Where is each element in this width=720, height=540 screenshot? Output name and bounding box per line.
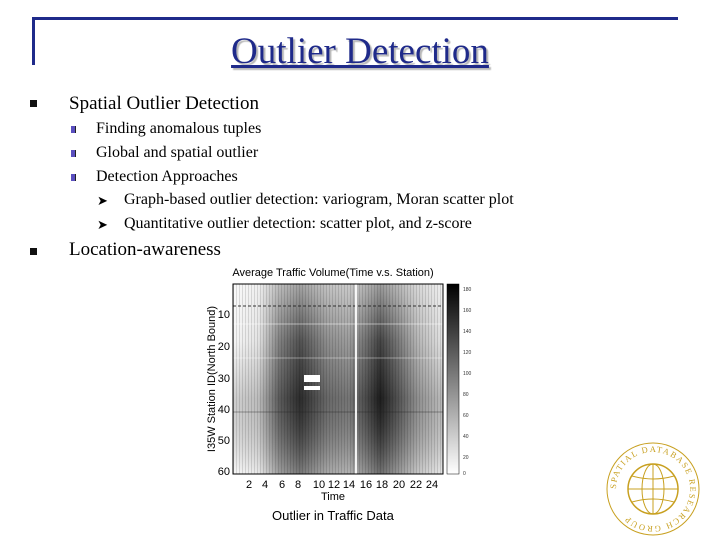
heatmap-plot-area [232,283,444,475]
x-tick-label: 8 [295,479,301,491]
sub-bullet-marker [71,150,76,157]
x-tick-label: 2 [246,479,252,491]
title-frame-top [32,17,678,20]
sub-sub-bullet-text: Quantitative outlier detection: scatter … [124,215,472,232]
x-axis-label: Time [321,491,345,503]
y-tick-label: 10 [218,309,230,321]
sub-bullet-text: Detection Approaches [96,168,238,185]
x-tick-label: 10 [313,479,325,491]
y-tick-label: 30 [218,373,230,385]
y-axis-label: I35W Station ID(North Bound) [206,306,218,452]
x-tick-label: 4 [262,479,268,491]
bullet-text: Spatial Outlier Detection [69,93,259,114]
slide-title: Outlier Detection [231,31,489,72]
colorbar-tick-label: 60 [463,413,469,419]
colorbar-tick-label: 40 [463,434,469,440]
y-tick-label: 40 [218,404,230,416]
bullet-text: Location-awareness [69,239,221,260]
x-tick-label: 6 [279,479,285,491]
arrow-bullet-icon: ➤ [97,193,108,208]
x-tick-label: 18 [376,479,388,491]
colorbar-tick-label: 20 [463,455,469,461]
traffic-heatmap-figure: Average Traffic Volume(Time v.s. Station… [206,267,472,503]
sub-bullet-text: Finding anomalous tuples [96,120,262,137]
colorbar-tick-label: 140 [463,329,472,335]
y-tick-label: 50 [218,435,230,447]
sub-bullet-text: Global and spatial outlier [96,144,259,161]
outlier-marker [304,375,320,382]
x-tick-label: 24 [426,479,438,491]
sub-sub-bullet-text: Graph-based outlier detection: variogram… [124,191,514,208]
sub-bullet-marker [71,174,76,181]
colorbar: 180 160 140 120 100 80 60 40 20 0 [446,283,472,477]
bullet-square [30,100,37,107]
x-tick-label: 22 [410,479,422,491]
title-frame-left [32,17,35,65]
y-tick-label: 60 [218,466,230,478]
colorbar-tick-label: 180 [463,287,472,293]
colorbar-tick-label: 120 [463,350,472,356]
figure-title: Average Traffic Volume(Time v.s. Station… [232,267,433,279]
colorbar-tick-label: 160 [463,308,472,314]
colorbar-tick-label: 100 [463,371,472,377]
x-tick-label: 12 [328,479,340,491]
x-tick-label: 16 [360,479,372,491]
colorbar-tick-label: 0 [463,471,466,477]
x-tick-label: 14 [343,479,355,491]
colorbar-tick-label: 80 [463,392,469,398]
sub-bullet-marker [71,126,76,133]
outlier-marker [304,386,320,390]
arrow-bullet-icon: ➤ [97,217,108,232]
research-group-seal-logo: SPATIAL DATABASE RESEARCH GROUP [606,442,700,536]
bullet-square [30,248,37,255]
x-tick-label: 20 [393,479,405,491]
figure-caption: Outlier in Traffic Data [272,508,394,523]
y-tick-label: 20 [218,341,230,353]
